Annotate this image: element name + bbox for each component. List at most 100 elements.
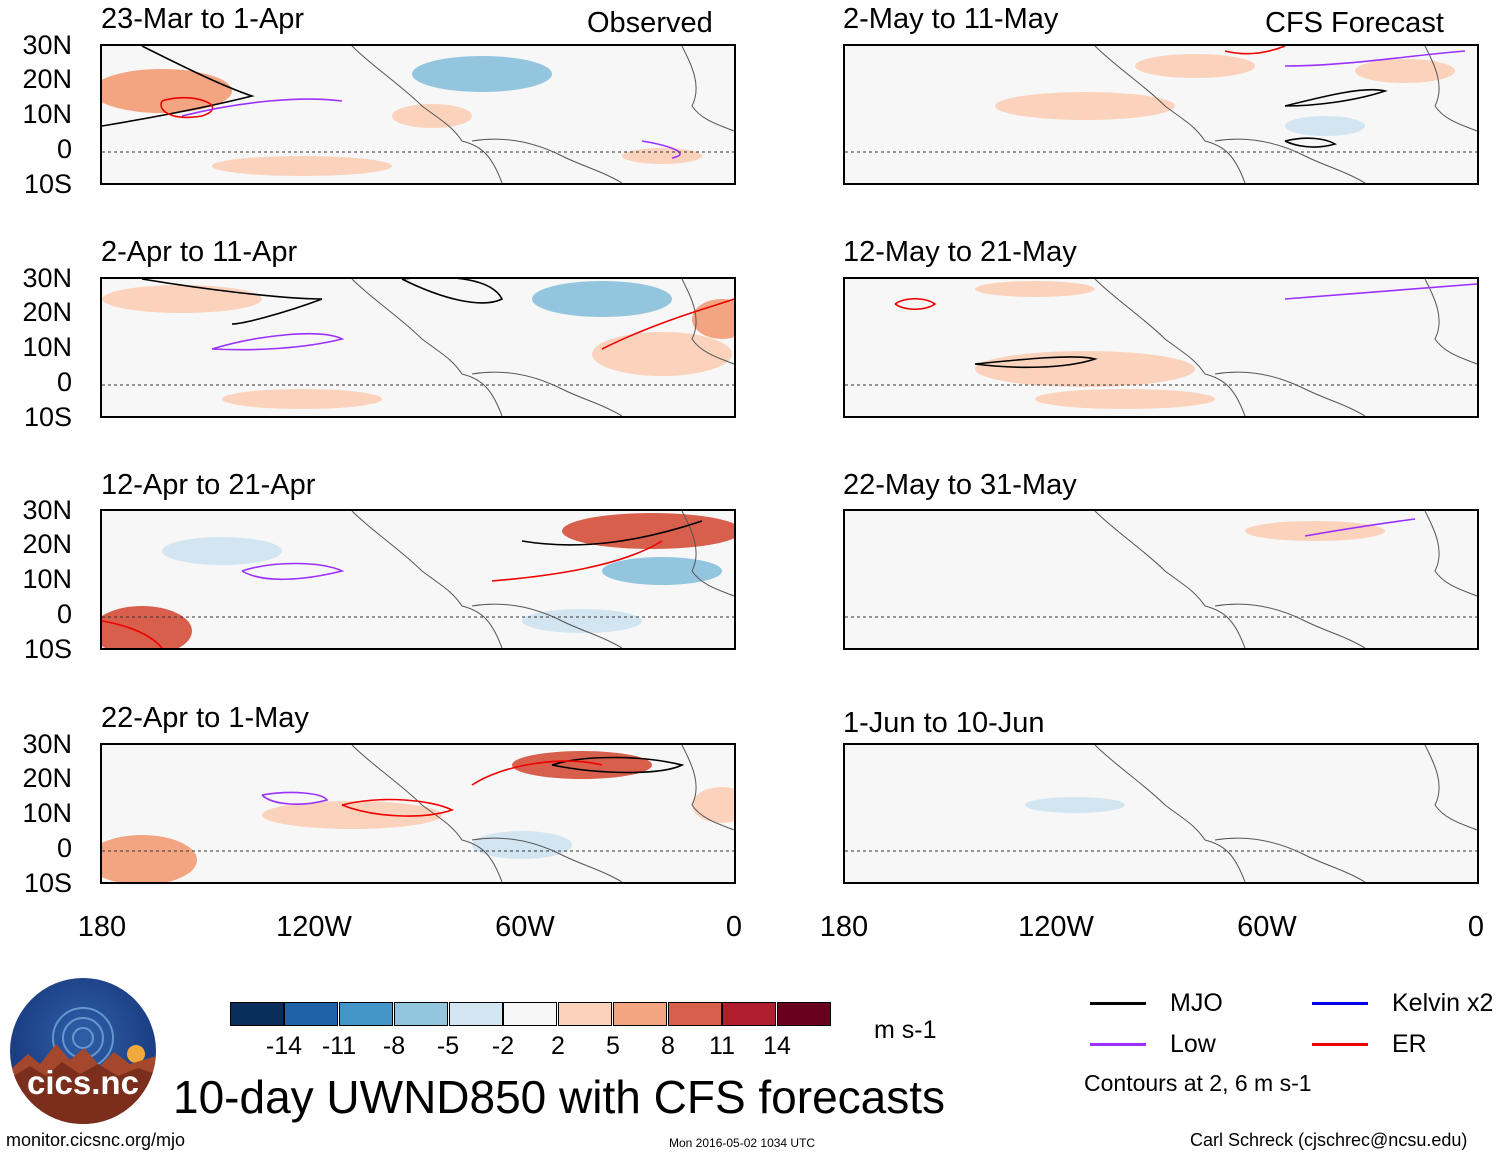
colorbar-label: 11 — [709, 1032, 735, 1060]
coastline — [351, 46, 503, 183]
anomaly-region — [532, 281, 672, 317]
coastline — [1424, 46, 1477, 132]
observed-label: Observed — [587, 7, 713, 39]
colorbar-swatch — [722, 1002, 776, 1026]
coastline — [1424, 745, 1477, 831]
anomaly-region — [562, 513, 734, 549]
wind-anomaly-map — [102, 46, 734, 183]
lon-label: 180 — [77, 911, 127, 943]
wave-contour — [521, 520, 703, 546]
anomaly-region — [102, 285, 262, 313]
main-title: 10-day UWND850 with CFS forecasts — [173, 1071, 946, 1123]
colorbar-swatch — [668, 1002, 722, 1026]
legend-label-low: Low — [1170, 1030, 1216, 1058]
cfs-forecast-label: CFS Forecast — [1265, 7, 1444, 39]
legend-label-kelvin: Kelvin x2 — [1392, 989, 1494, 1017]
coastline — [351, 745, 503, 882]
lon-label: 120W — [276, 911, 352, 943]
coastline — [1214, 837, 1366, 882]
footer-url[interactable]: monitor.cicsnc.org/mjo — [6, 1130, 186, 1150]
map-panel — [843, 44, 1479, 185]
lat-label: 30N — [22, 30, 72, 60]
lat-label: 0 — [56, 833, 72, 863]
wave-contour — [1284, 283, 1477, 300]
coastline — [1094, 745, 1246, 882]
anomaly-region — [622, 148, 702, 164]
wave-contour — [401, 279, 504, 304]
lat-label: 10S — [23, 634, 72, 664]
anomaly-region — [692, 299, 734, 339]
coastline — [1424, 279, 1477, 365]
colorbar-swatch — [558, 1002, 612, 1026]
colorbar-swatch — [394, 1002, 448, 1026]
legend-note: Contours at 2, 6 m s-1 — [1084, 1070, 1312, 1096]
anomaly-region — [212, 156, 392, 176]
lat-label: 20N — [22, 529, 72, 559]
lon-label: 60W — [495, 911, 555, 943]
wave-contour — [471, 760, 603, 786]
map-panel — [100, 509, 736, 650]
anomaly-region — [975, 351, 1195, 387]
wind-anomaly-map — [845, 745, 1477, 882]
lon-label: 120W — [1018, 911, 1094, 943]
logo-graphic — [10, 1007, 156, 1124]
coastline — [1214, 603, 1366, 648]
anomaly-region — [412, 56, 552, 92]
lat-label: 20N — [22, 763, 72, 793]
lat-label: 0 — [56, 134, 72, 164]
lat-label: 10N — [22, 332, 72, 362]
lat-label: 20N — [22, 297, 72, 327]
colorbar-swatch — [777, 1002, 831, 1026]
colorbar-label: -14 — [265, 1032, 303, 1060]
lat-label: 30N — [22, 729, 72, 759]
wave-contour — [181, 98, 343, 117]
colorbar-label: -2 — [491, 1032, 515, 1060]
legend-line-kelvin — [1312, 1002, 1368, 1005]
anomaly-region — [592, 332, 732, 376]
lat-label: 30N — [22, 263, 72, 293]
anomaly-region — [995, 92, 1175, 120]
coastline — [681, 511, 734, 597]
anomaly-region — [602, 557, 722, 585]
map-panel — [100, 743, 736, 884]
legend-line-mjo — [1090, 1002, 1146, 1005]
coastline — [1214, 371, 1366, 416]
wind-anomaly-map — [845, 511, 1477, 648]
lat-label: 20N — [22, 64, 72, 94]
coastline — [471, 138, 623, 183]
coastline — [681, 745, 734, 831]
panel-title: 22-May to 31-May — [843, 469, 1077, 501]
coastline — [471, 603, 623, 648]
lat-label: 10S — [23, 868, 72, 898]
lat-label: 30N — [22, 495, 72, 525]
colorbar-label: -11 — [321, 1032, 357, 1060]
panel-title: 12-Apr to 21-Apr — [101, 469, 316, 501]
wind-anomaly-map — [845, 279, 1477, 416]
coastline — [1094, 511, 1246, 648]
panel-title: 2-Apr to 11-Apr — [101, 236, 298, 268]
wave-contour — [211, 333, 345, 351]
panel-title: 1-Jun to 10-Jun — [843, 707, 1045, 739]
anomaly-region — [1285, 116, 1365, 136]
colorbar-swatch — [230, 1002, 284, 1026]
lat-label: 10S — [23, 169, 72, 199]
panel-title: 22-Apr to 1-May — [101, 702, 309, 734]
wave-contour — [241, 562, 345, 581]
anomaly-region — [102, 69, 232, 113]
wave-contour — [1284, 88, 1388, 107]
map-panel — [100, 277, 736, 418]
coastline — [471, 837, 623, 882]
footer-timestamp: Mon 2016-05-02 1034 UTC — [669, 1136, 816, 1150]
map-panel — [843, 509, 1479, 650]
wave-contour — [1284, 137, 1337, 148]
wave-contour — [1284, 50, 1466, 67]
legend-line-low — [1090, 1043, 1146, 1046]
colorbar-swatch — [503, 1002, 557, 1026]
wave-contour — [601, 298, 734, 350]
coastline — [471, 371, 623, 416]
coastline — [681, 279, 734, 365]
wave-contour — [551, 756, 685, 774]
anomaly-region — [222, 389, 382, 409]
lat-label: 10N — [22, 99, 72, 129]
wave-contour — [974, 356, 1098, 369]
